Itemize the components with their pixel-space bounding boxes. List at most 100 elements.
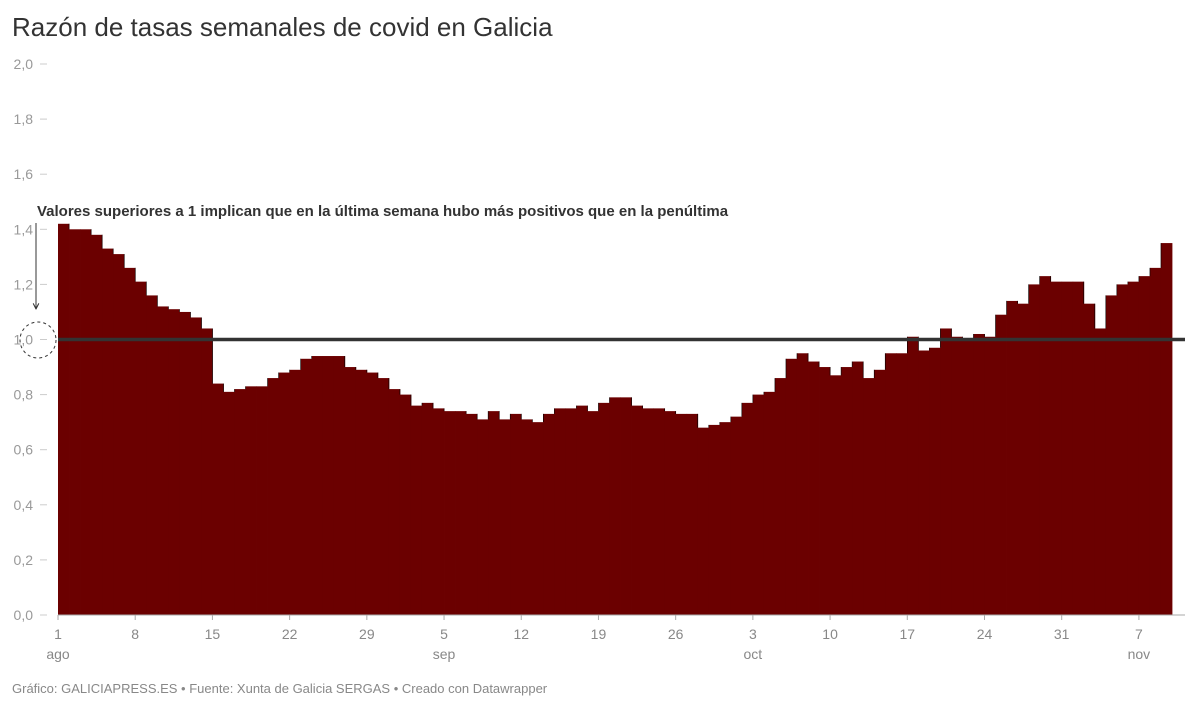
step-bar (1039, 276, 1052, 615)
step-bar (256, 386, 268, 615)
step-bar (466, 413, 478, 615)
step-bar (609, 397, 621, 615)
step-bar (444, 411, 456, 615)
x-tick-label: 8 (131, 626, 140, 642)
step-bar (1138, 276, 1151, 615)
annotation: Valores superiores a 1 implican que en l… (37, 203, 729, 220)
step-bar (300, 358, 313, 615)
step-bar (146, 295, 158, 615)
x-tick-label: 31 (1053, 626, 1070, 642)
step-bar (565, 408, 577, 615)
step-bar (322, 356, 335, 615)
y-tick-label: 1,8 (14, 111, 34, 127)
step-bar (399, 394, 412, 615)
step-bar (377, 378, 390, 615)
x-tick-label: 12 (513, 626, 530, 642)
step-bar (962, 339, 974, 615)
step-bar (1072, 281, 1085, 615)
step-bar (874, 369, 886, 615)
step-bar (863, 378, 875, 615)
step-bar (973, 333, 985, 615)
step-bar (455, 411, 467, 615)
step-bar (521, 419, 533, 615)
step-bar (69, 229, 81, 616)
step-bar (311, 356, 324, 615)
x-tick-label: 17 (899, 626, 916, 642)
x-tick-label: 10 (822, 626, 838, 642)
step-bar (421, 402, 434, 615)
step-bar (344, 367, 357, 615)
step-bar (135, 281, 147, 615)
step-bar (642, 408, 655, 615)
step-bar (1116, 284, 1129, 615)
step-bar (58, 223, 70, 616)
step-bar (355, 369, 368, 615)
step-bar (388, 389, 401, 615)
y-tick-label: 1,2 (14, 276, 34, 292)
step-bar (543, 413, 555, 615)
step-bar (598, 402, 610, 615)
step-bar (907, 336, 919, 615)
y-tick-label: 0,0 (14, 607, 34, 623)
step-bar (157, 306, 169, 615)
step-bar (1083, 303, 1096, 615)
step-bar (80, 229, 92, 616)
step-bar (1127, 281, 1140, 615)
step-bar (1061, 281, 1074, 615)
step-bar (929, 347, 941, 615)
step-bar (477, 419, 489, 615)
step-bar (267, 378, 279, 615)
step-bar (808, 361, 820, 615)
step-bar (896, 353, 908, 615)
step-bar (1149, 267, 1162, 615)
step-bar (697, 427, 710, 615)
step-bar (664, 411, 677, 615)
step-bar (774, 378, 787, 615)
step-bar (686, 413, 699, 615)
step-bar (841, 367, 853, 615)
step-bar (179, 311, 191, 615)
step-bar (113, 254, 125, 615)
step-bar (708, 424, 721, 615)
step-bar (488, 411, 500, 615)
step-bar (730, 416, 743, 615)
step-bar (830, 375, 842, 615)
step-bar (532, 422, 544, 615)
step-bar (223, 391, 235, 615)
y-tick-label: 2,0 (14, 56, 34, 72)
step-bar (852, 361, 864, 615)
source: Gráfico: GALICIAPRESS.ES • Fuente: Xunta… (12, 681, 548, 696)
x-tick-label: 29 (359, 626, 375, 642)
step-bar (951, 336, 963, 615)
step-bar (1028, 284, 1041, 615)
step-bar (168, 309, 180, 615)
step-bar (885, 353, 897, 615)
step-bar (1094, 328, 1107, 615)
step-bar (576, 405, 588, 615)
x-tick-label: 22 (281, 626, 298, 642)
chart-title: Razón de tasas semanales de covid en Gal… (12, 12, 553, 42)
y-tick-label: 1,0 (14, 332, 34, 348)
step-bar (499, 419, 511, 615)
y-tick-label: 0,4 (14, 497, 34, 513)
step-bar (785, 358, 798, 615)
step-bar (631, 405, 643, 615)
y-tick-label: 1,6 (14, 166, 34, 182)
x-tick-label: 24 (976, 626, 993, 642)
step-bar (124, 267, 136, 615)
step-bar (1160, 243, 1173, 615)
step-bar (763, 391, 776, 615)
step-bar (278, 372, 291, 615)
x-tick-label: 26 (667, 626, 684, 642)
step-bar (190, 317, 202, 615)
step-bar (245, 386, 257, 615)
step-bar (102, 248, 114, 615)
step-bar (289, 369, 302, 615)
step-bar (653, 408, 666, 615)
step-bar (1050, 281, 1063, 615)
step-bar (201, 328, 213, 615)
y-tick-label: 0,2 (14, 552, 34, 568)
step-bar (587, 411, 599, 615)
